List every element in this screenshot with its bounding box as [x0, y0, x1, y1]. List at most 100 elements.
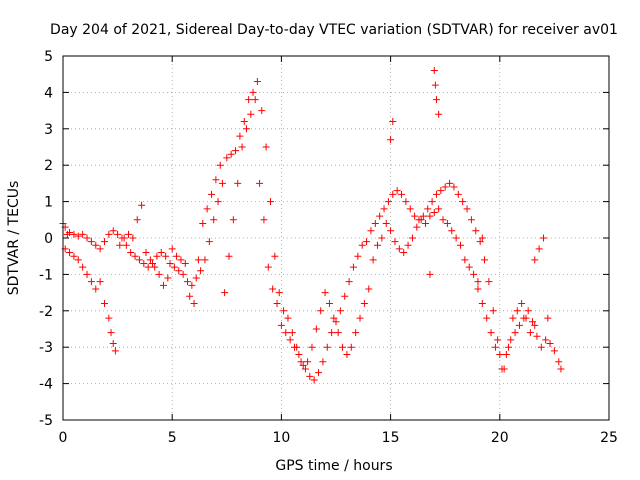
data-point	[183, 278, 191, 286]
data-point	[428, 198, 436, 206]
y-tick-label: -1	[39, 267, 53, 283]
y-axis-label: SDTVAR / TECUs	[6, 181, 22, 296]
data-point	[537, 343, 545, 351]
data-point	[472, 227, 480, 235]
data-point	[74, 256, 82, 264]
data-point	[301, 365, 309, 373]
data-point	[149, 259, 157, 267]
data-point	[291, 343, 299, 351]
data-point	[339, 343, 347, 351]
data-point	[262, 143, 270, 151]
data-point	[157, 249, 165, 257]
data-point	[443, 219, 451, 227]
data-point	[100, 300, 108, 308]
data-point	[155, 270, 163, 278]
data-point	[240, 118, 248, 126]
data-point	[120, 234, 128, 242]
series-secondary	[61, 96, 539, 373]
data-point	[341, 292, 349, 300]
data-point	[354, 252, 362, 260]
data-point	[494, 336, 502, 344]
data-point	[142, 249, 150, 257]
data-point	[210, 216, 218, 224]
data-point	[299, 361, 307, 369]
data-point	[422, 219, 430, 227]
data-point	[271, 252, 279, 260]
data-point	[393, 187, 401, 195]
data-point	[408, 234, 416, 242]
data-point	[491, 343, 499, 351]
data-point	[321, 289, 329, 297]
series-outliers	[387, 67, 552, 322]
y-tick-label: -4	[39, 377, 53, 393]
data-point	[426, 212, 434, 220]
data-point	[402, 198, 410, 206]
data-point	[376, 212, 384, 220]
data-point	[437, 187, 445, 195]
y-tick-label: -5	[39, 413, 53, 429]
data-point	[384, 198, 392, 206]
data-point	[269, 285, 277, 293]
data-point	[83, 234, 91, 242]
data-point	[179, 270, 187, 278]
data-point	[153, 252, 161, 260]
x-tick-label: 15	[382, 430, 400, 446]
data-point	[454, 190, 462, 198]
data-point	[349, 263, 357, 271]
data-point	[398, 190, 406, 198]
data-point	[138, 201, 146, 209]
x-tick-label: 20	[491, 430, 509, 446]
data-point	[544, 314, 552, 322]
data-point	[417, 216, 425, 224]
data-point	[251, 96, 259, 104]
data-point	[367, 227, 375, 235]
data-point	[542, 336, 550, 344]
data-point	[111, 347, 119, 355]
y-tick-label: 0	[44, 231, 53, 247]
data-point	[363, 238, 371, 246]
data-point	[214, 198, 222, 206]
data-point	[229, 216, 237, 224]
y-tick-label: 1	[44, 195, 53, 211]
data-point	[125, 230, 133, 238]
data-point	[467, 216, 475, 224]
data-point	[518, 300, 526, 308]
data-point	[513, 307, 521, 315]
data-point	[260, 216, 268, 224]
data-point	[129, 234, 137, 242]
data-point	[216, 161, 224, 169]
data-point	[92, 241, 100, 249]
data-point	[83, 270, 91, 278]
data-point	[411, 212, 419, 220]
data-point	[236, 132, 244, 140]
data-point	[369, 256, 377, 264]
data-point	[317, 307, 325, 315]
data-point	[151, 263, 159, 271]
data-point	[485, 278, 493, 286]
data-point	[131, 252, 139, 260]
data-point	[496, 350, 504, 358]
data-point	[509, 314, 517, 322]
data-point	[66, 229, 74, 237]
data-point	[162, 252, 170, 260]
y-tick-label: -3	[39, 340, 53, 356]
data-point	[286, 336, 294, 344]
data-point	[315, 369, 323, 377]
data-point	[105, 314, 113, 322]
data-point	[70, 230, 78, 238]
data-point	[197, 267, 205, 275]
data-point	[328, 329, 336, 337]
data-point	[450, 183, 458, 191]
data-point	[555, 358, 563, 366]
data-point	[107, 329, 115, 337]
data-point	[212, 176, 220, 184]
data-point	[164, 274, 172, 282]
data-point	[452, 234, 460, 242]
data-point	[135, 256, 143, 264]
data-point	[66, 249, 74, 257]
data-point	[332, 318, 340, 326]
data-point	[223, 154, 231, 162]
data-point	[334, 329, 342, 337]
data-point	[511, 329, 519, 337]
